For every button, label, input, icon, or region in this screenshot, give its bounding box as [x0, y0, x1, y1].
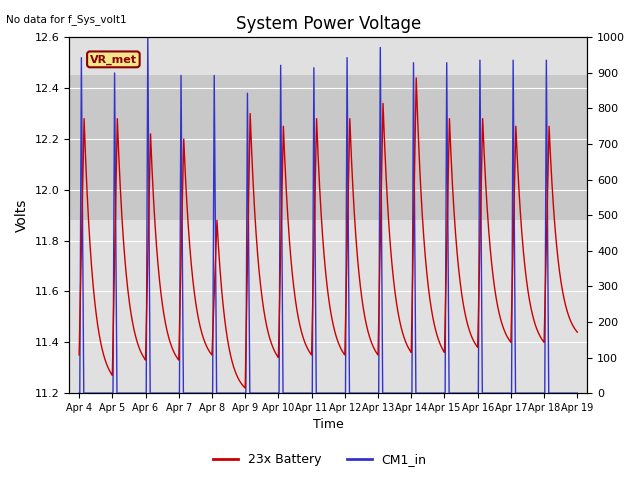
Bar: [69, 75, 588, 220]
Text: VR_met: VR_met: [90, 54, 137, 64]
Title: System Power Voltage: System Power Voltage: [236, 15, 421, 33]
Legend: 23x Battery, CM1_in: 23x Battery, CM1_in: [208, 448, 432, 471]
Y-axis label: Volts: Volts: [15, 199, 29, 232]
Text: No data for f_Sys_volt1: No data for f_Sys_volt1: [6, 14, 127, 25]
X-axis label: Time: Time: [313, 419, 344, 432]
